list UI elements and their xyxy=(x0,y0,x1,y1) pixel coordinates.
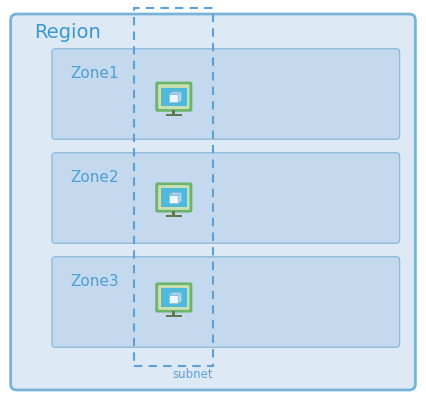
Bar xyxy=(172,110,176,114)
Bar xyxy=(172,310,176,315)
FancyBboxPatch shape xyxy=(158,84,190,109)
FancyBboxPatch shape xyxy=(155,82,192,112)
Polygon shape xyxy=(178,293,181,303)
Bar xyxy=(172,210,176,215)
Polygon shape xyxy=(178,193,181,203)
FancyBboxPatch shape xyxy=(52,49,400,139)
FancyBboxPatch shape xyxy=(52,257,400,347)
FancyBboxPatch shape xyxy=(155,282,192,312)
Text: Region: Region xyxy=(34,22,101,42)
Polygon shape xyxy=(169,94,178,102)
FancyBboxPatch shape xyxy=(158,285,190,310)
Text: subnet: subnet xyxy=(173,368,213,380)
Bar xyxy=(161,188,187,207)
Text: Zone2: Zone2 xyxy=(70,170,119,186)
Bar xyxy=(166,114,182,116)
FancyBboxPatch shape xyxy=(155,182,192,212)
Polygon shape xyxy=(169,195,178,203)
Bar xyxy=(161,88,187,106)
Polygon shape xyxy=(169,293,181,294)
FancyBboxPatch shape xyxy=(11,14,415,390)
Bar xyxy=(166,215,182,217)
Bar xyxy=(161,288,187,307)
FancyBboxPatch shape xyxy=(158,185,190,210)
Polygon shape xyxy=(169,193,181,195)
Polygon shape xyxy=(169,294,178,303)
Text: Zone3: Zone3 xyxy=(70,274,119,290)
Bar xyxy=(166,315,182,317)
Bar xyxy=(134,8,213,366)
FancyBboxPatch shape xyxy=(52,153,400,243)
Polygon shape xyxy=(178,92,181,102)
Polygon shape xyxy=(169,92,181,94)
Text: Zone1: Zone1 xyxy=(70,66,119,82)
